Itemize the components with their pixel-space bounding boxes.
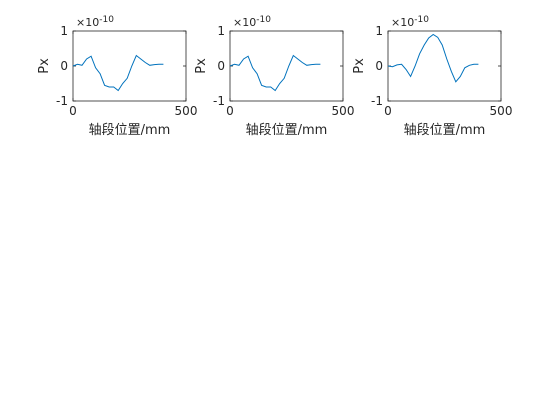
x-tick-label: 500 (332, 104, 355, 118)
series-line (72, 54, 164, 92)
y-axis-label: Px (37, 58, 52, 74)
y-tick-label: 1 (217, 24, 225, 38)
axes-box (387, 30, 502, 102)
axis-exponent-base: ×10 (76, 16, 99, 29)
x-tick-label: 0 (226, 104, 234, 118)
y-tick-label: 1 (375, 24, 383, 38)
x-tick-label: 500 (175, 104, 198, 118)
y-tick-label: 0 (217, 59, 225, 73)
x-axis-label: 轴段位置/mm (246, 123, 328, 138)
axis-exponent-power: -10 (414, 15, 429, 25)
y-tick-label: -1 (371, 94, 383, 108)
axis-exponent-base: ×10 (391, 16, 414, 29)
x-axis-label: 轴段位置/mm (89, 123, 171, 138)
axis-exponent: ×10-10 (233, 15, 271, 29)
y-tick-label: 1 (60, 24, 68, 38)
axis-exponent-power: -10 (256, 15, 271, 25)
axis-exponent: ×10-10 (391, 15, 429, 29)
axes-box (72, 30, 187, 102)
y-tick-label: -1 (213, 94, 225, 108)
series-line (387, 33, 479, 83)
axis-exponent-base: ×10 (233, 16, 256, 29)
y-axis-label: Px (194, 58, 209, 74)
y-tick-label: 0 (375, 59, 383, 73)
x-tick-label: 0 (69, 104, 77, 118)
axis-exponent: ×10-10 (76, 15, 114, 29)
series-line (229, 54, 321, 92)
x-axis-label: 轴段位置/mm (404, 123, 486, 138)
x-tick-label: 0 (384, 104, 392, 118)
y-tick-label: -1 (56, 94, 68, 108)
axes-box (229, 30, 344, 102)
axis-exponent-power: -10 (99, 15, 114, 25)
x-tick-label: 500 (490, 104, 513, 118)
y-axis-label: Px (352, 58, 367, 74)
y-tick-label: 0 (60, 59, 68, 73)
